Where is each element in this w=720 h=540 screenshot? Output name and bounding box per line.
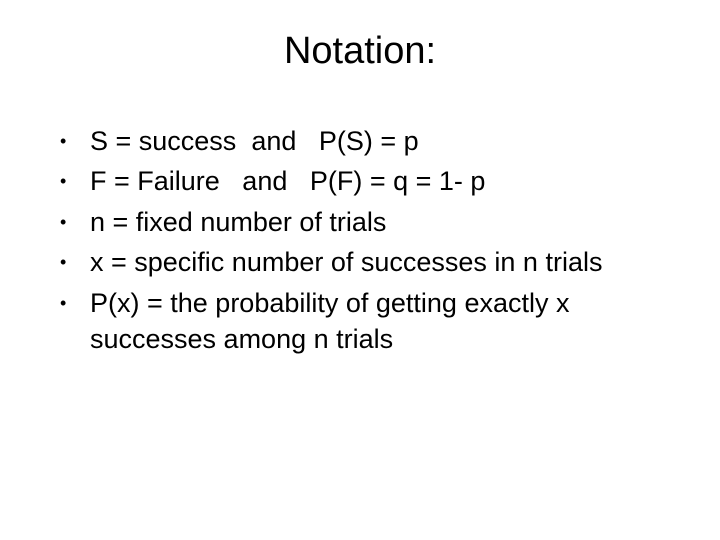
bullet-text: x = specific number of successes in n tr… bbox=[90, 244, 670, 280]
bullet-icon: • bbox=[60, 163, 90, 193]
bullet-text: n = fixed number of trials bbox=[90, 204, 670, 240]
bullet-list: • S = success and P(S) = p • F = Failure… bbox=[50, 123, 670, 358]
list-item: • P(x) = the probability of getting exac… bbox=[60, 285, 670, 358]
list-item: • x = specific number of successes in n … bbox=[60, 244, 670, 280]
list-item: • S = success and P(S) = p bbox=[60, 123, 670, 159]
slide-title: Notation: bbox=[50, 30, 670, 73]
bullet-icon: • bbox=[60, 123, 90, 153]
slide-container: Notation: • S = success and P(S) = p • F… bbox=[0, 0, 720, 540]
list-item: • n = fixed number of trials bbox=[60, 204, 670, 240]
bullet-text: S = success and P(S) = p bbox=[90, 123, 670, 159]
bullet-icon: • bbox=[60, 204, 90, 234]
bullet-icon: • bbox=[60, 285, 90, 315]
bullet-text: P(x) = the probability of getting exactl… bbox=[90, 285, 670, 358]
list-item: • F = Failure and P(F) = q = 1- p bbox=[60, 163, 670, 199]
bullet-text: F = Failure and P(F) = q = 1- p bbox=[90, 163, 670, 199]
bullet-icon: • bbox=[60, 244, 90, 274]
